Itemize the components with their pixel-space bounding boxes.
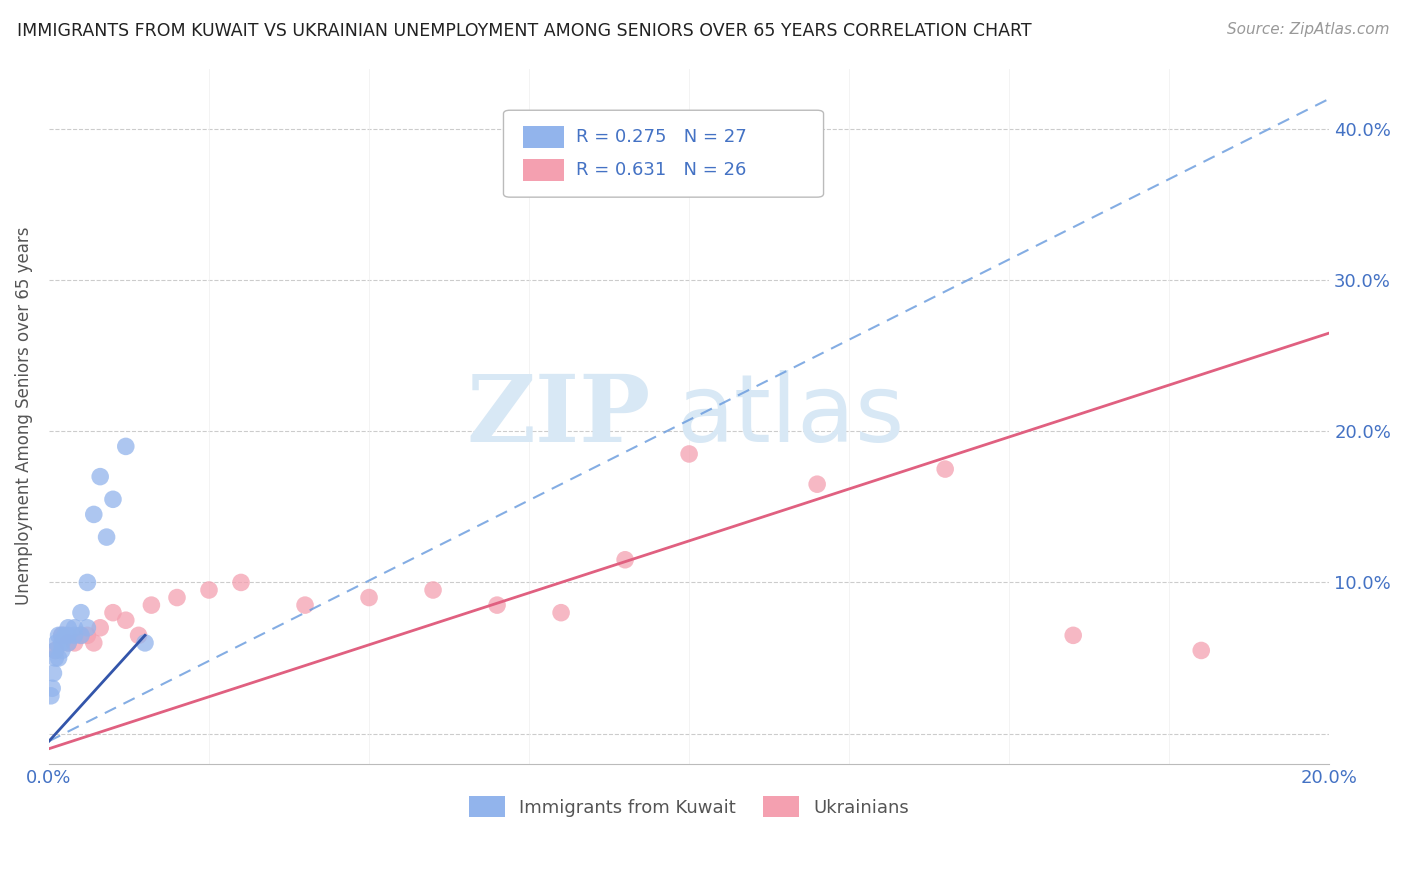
- FancyBboxPatch shape: [503, 111, 824, 197]
- Point: [357, 591, 380, 605]
- Point: [56, 628, 79, 642]
- Point: [422, 582, 444, 597]
- Point: [56, 621, 79, 635]
- Legend: Immigrants from Kuwait, Ukrainians: Immigrants from Kuwait, Ukrainians: [461, 789, 917, 824]
- Point: [128, 628, 150, 642]
- Text: IMMIGRANTS FROM KUWAIT VS UKRAINIAN UNEMPLOYMENT AMONG SENIORS OVER 65 YEARS COR: IMMIGRANTS FROM KUWAIT VS UKRAINIAN UNEM…: [17, 22, 1032, 40]
- Point: [63, 636, 86, 650]
- Y-axis label: Unemployment Among Seniors over 65 years: Unemployment Among Seniors over 65 years: [15, 227, 32, 606]
- Point: [51, 643, 73, 657]
- Point: [45, 636, 67, 650]
- Point: [70, 628, 93, 642]
- Point: [614, 553, 637, 567]
- Point: [70, 628, 93, 642]
- Point: [101, 606, 124, 620]
- Point: [48, 628, 70, 642]
- Point: [166, 591, 188, 605]
- Point: [83, 636, 105, 650]
- Point: [486, 598, 509, 612]
- Text: Source: ZipAtlas.com: Source: ZipAtlas.com: [1226, 22, 1389, 37]
- Bar: [523, 159, 564, 181]
- Point: [41, 681, 63, 696]
- Point: [70, 606, 93, 620]
- Point: [53, 628, 76, 642]
- Text: R = 0.275   N = 27: R = 0.275 N = 27: [576, 128, 747, 146]
- Bar: [523, 127, 564, 148]
- Point: [39, 689, 62, 703]
- Point: [229, 575, 252, 590]
- Point: [76, 628, 98, 642]
- Point: [51, 628, 73, 642]
- Point: [51, 636, 73, 650]
- Point: [101, 492, 124, 507]
- Point: [56, 636, 79, 650]
- Point: [141, 598, 163, 612]
- Point: [114, 439, 136, 453]
- Point: [56, 636, 79, 650]
- Point: [89, 469, 111, 483]
- Text: ZIP: ZIP: [467, 371, 651, 461]
- Point: [42, 666, 65, 681]
- Point: [63, 628, 86, 642]
- Point: [83, 508, 105, 522]
- Point: [48, 651, 70, 665]
- Point: [550, 606, 572, 620]
- Point: [76, 621, 98, 635]
- Point: [294, 598, 316, 612]
- Point: [89, 621, 111, 635]
- Point: [96, 530, 118, 544]
- Point: [63, 621, 86, 635]
- Point: [678, 447, 700, 461]
- Point: [134, 636, 156, 650]
- Point: [806, 477, 828, 491]
- Point: [44, 643, 66, 657]
- Point: [934, 462, 956, 476]
- Point: [44, 651, 66, 665]
- Text: R = 0.631   N = 26: R = 0.631 N = 26: [576, 161, 747, 179]
- Point: [198, 582, 221, 597]
- Point: [76, 575, 98, 590]
- Text: atlas: atlas: [676, 370, 904, 462]
- Point: [51, 628, 73, 642]
- Point: [1189, 643, 1212, 657]
- Point: [44, 643, 66, 657]
- Point: [114, 613, 136, 627]
- Point: [1062, 628, 1084, 642]
